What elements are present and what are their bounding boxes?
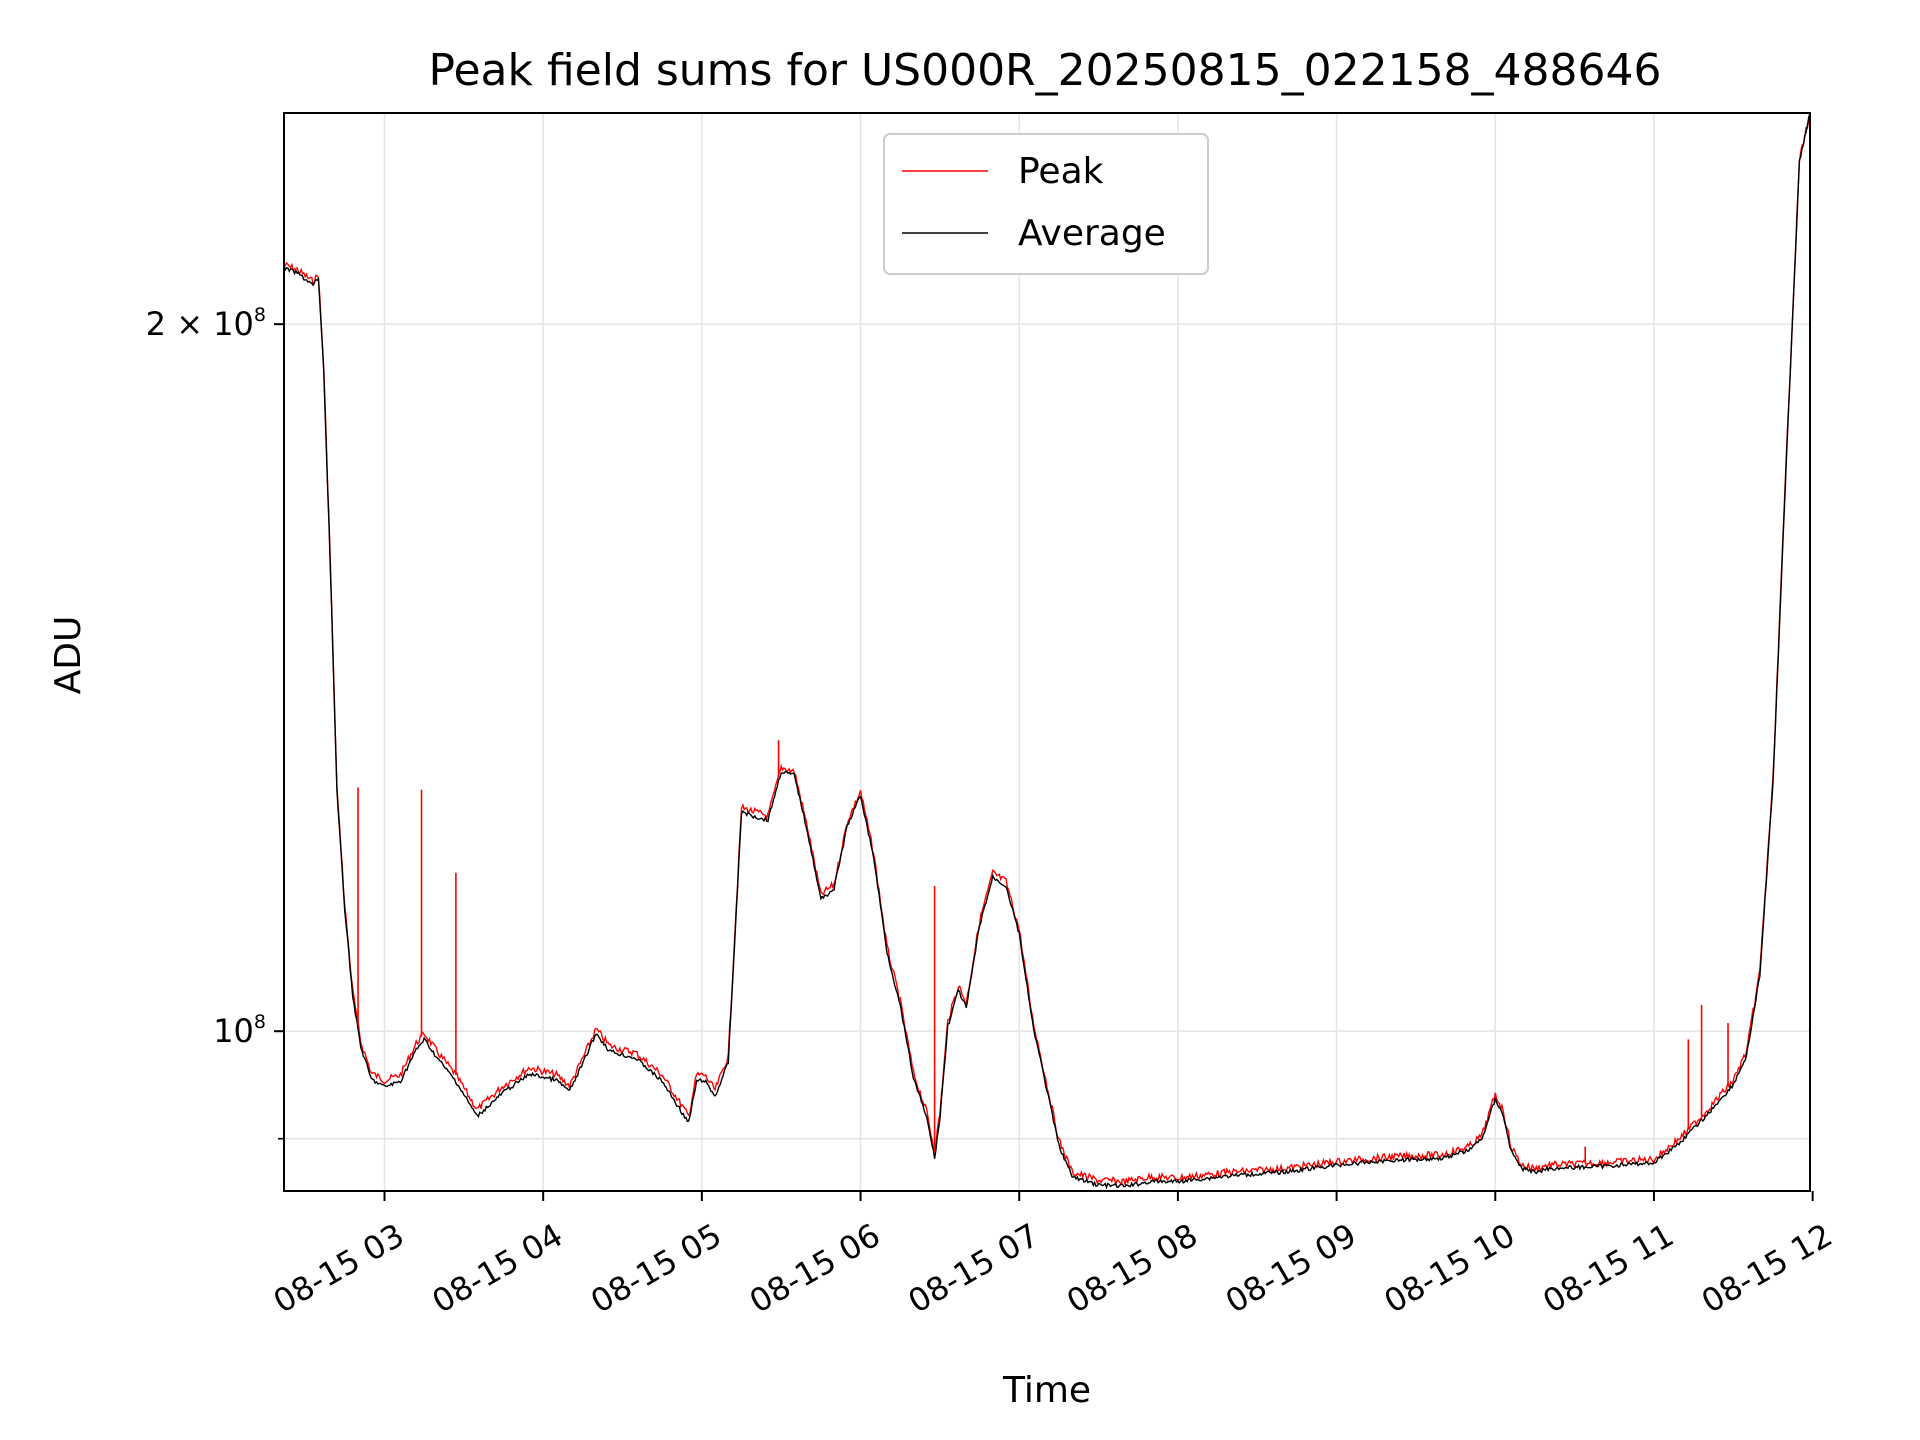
y-tick-label-base: 10: [213, 1012, 254, 1050]
y-tick-label: 2 × 108: [146, 304, 266, 343]
chart-title: Peak field sums for US000R_20250815_0221…: [428, 45, 1661, 96]
plot-frame: [283, 112, 1811, 1192]
series-line-average: [284, 113, 1810, 1190]
legend-peak-label: Peak: [1018, 151, 1104, 192]
grid-lines: [284, 113, 1810, 1191]
y-tick-label-base: 2 × 10: [146, 305, 254, 343]
y-tick-label-exponent: 8: [254, 304, 266, 326]
legend-box: [883, 133, 1209, 275]
series-lines: [284, 113, 1810, 1190]
x-axis-label: Time: [1002, 1370, 1091, 1411]
series-line-peak: [284, 113, 1810, 1187]
y-tick-label: 108: [213, 1011, 266, 1050]
y-axis-label: ADU: [48, 616, 89, 695]
legend: Peak Average: [883, 133, 1209, 275]
legend-average-label: Average: [1018, 213, 1166, 254]
y-tick-label-exponent: 8: [254, 1011, 266, 1033]
